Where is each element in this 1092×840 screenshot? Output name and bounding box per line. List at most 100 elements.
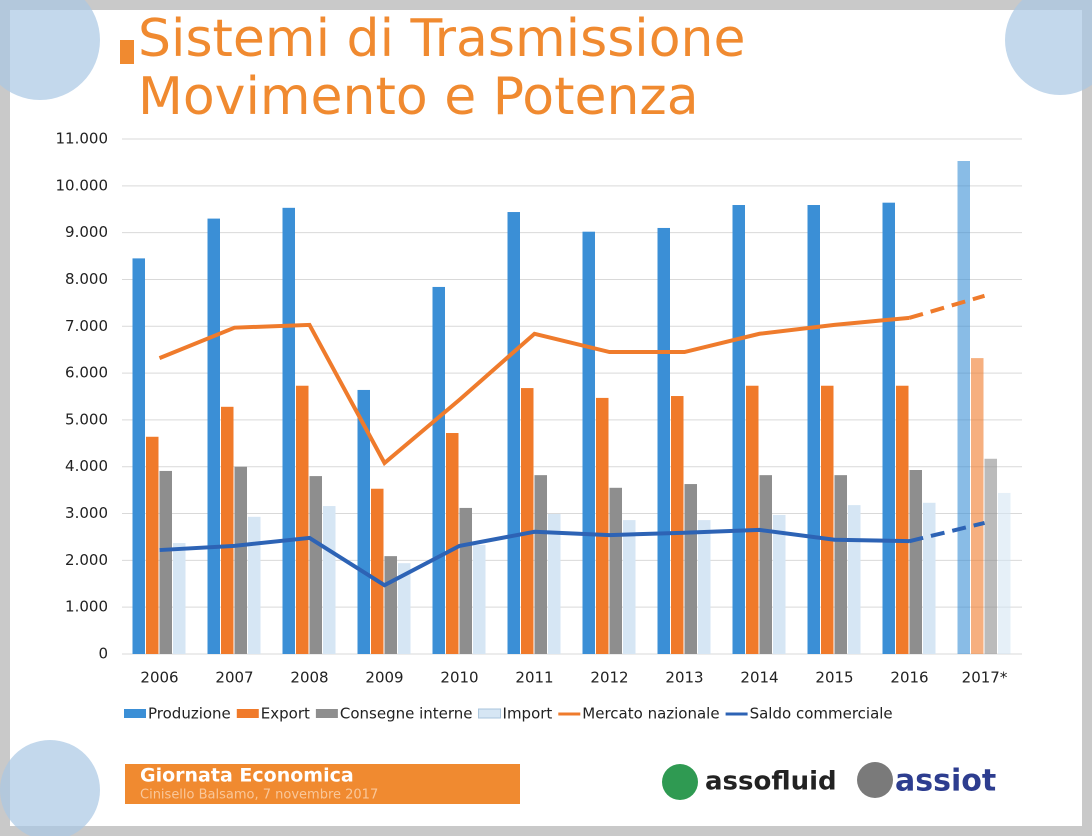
bar: [507, 212, 520, 654]
legend-swatch: [236, 709, 259, 718]
bar: [282, 207, 295, 654]
line-projection: [908, 293, 986, 320]
y-tick-label: 11.000: [56, 130, 109, 148]
x-tick-label: 2006: [140, 669, 178, 687]
x-tick-label: 2008: [290, 669, 328, 687]
bar: [923, 502, 936, 654]
bar: [848, 505, 861, 654]
corner-decoration: [1005, 0, 1092, 95]
legend-label: Saldo commerciale: [750, 705, 893, 723]
bar: [596, 397, 609, 654]
footer-title: Giornata Economica: [140, 765, 354, 787]
logo-icon: [662, 764, 698, 800]
bar: [146, 436, 159, 654]
y-tick-label: 8.000: [65, 270, 108, 288]
line: [158, 315, 910, 467]
bar: [657, 227, 670, 655]
bar: [998, 492, 1011, 654]
bar: [173, 543, 186, 654]
x-tick-label: 2017*: [962, 669, 1008, 687]
x-tick-label: 2011: [515, 669, 553, 687]
x-tick-label: 2010: [440, 669, 478, 687]
bar: [473, 544, 486, 654]
bar: [971, 358, 984, 654]
legend-label: Export: [261, 705, 310, 723]
x-tick-label: 2012: [590, 669, 628, 687]
y-tick-label: 9.000: [65, 223, 108, 241]
bar: [159, 470, 172, 654]
corner-decoration: [0, 740, 100, 840]
bar: [882, 202, 895, 654]
footer-bar: [125, 764, 520, 804]
x-tick-label: 2016: [890, 669, 928, 687]
bar: [221, 406, 234, 654]
bar: [896, 385, 909, 654]
bar: [909, 470, 922, 654]
x-tick-label: 2013: [665, 669, 703, 687]
x-tick-label: 2015: [815, 669, 853, 687]
bar: [834, 475, 847, 654]
logo-text: assofluid: [705, 767, 837, 797]
bar: [746, 385, 759, 654]
slide-title: Movimento e Potenza: [138, 67, 699, 127]
bar: [384, 556, 397, 654]
legend-swatch: [124, 709, 146, 718]
line-projection: [909, 520, 985, 544]
bar: [371, 488, 384, 654]
line: [159, 527, 910, 588]
logo-icon: [857, 762, 893, 798]
y-tick-label: 4.000: [65, 457, 108, 475]
y-tick-label: 3.000: [65, 504, 108, 522]
bar: [957, 161, 970, 654]
legend-label: Import: [503, 705, 553, 723]
bar: [671, 396, 684, 654]
y-tick-label: 5.000: [65, 410, 108, 428]
legend-label: Consegne interne: [340, 705, 473, 723]
bar: [309, 476, 322, 654]
bar: [582, 231, 595, 654]
bar: [323, 506, 336, 654]
bar: [521, 388, 534, 654]
title-icon: [120, 40, 134, 64]
legend-swatch: [478, 708, 502, 719]
y-tick-label: 6.000: [65, 364, 108, 382]
bar: [534, 475, 547, 654]
bar: [207, 218, 220, 654]
x-tick-label: 2014: [740, 669, 778, 687]
bar: [732, 205, 745, 654]
x-tick-label: 2009: [365, 669, 403, 687]
bar: [684, 484, 697, 654]
legend-label: Produzione: [148, 705, 231, 723]
bar: [984, 458, 997, 654]
bar: [248, 516, 261, 654]
logo-text: assiot: [895, 764, 996, 799]
slide-title: Sistemi di Trasmissione: [138, 9, 746, 69]
bar: [548, 514, 561, 654]
bar: [807, 205, 820, 654]
bar: [432, 286, 445, 654]
legend-swatch: [315, 709, 338, 718]
bar: [234, 466, 247, 654]
bar: [759, 475, 772, 654]
bar: [398, 563, 411, 654]
y-tick-label: 2.000: [65, 551, 108, 569]
bar: [609, 487, 622, 654]
y-tick-label: 10.000: [56, 176, 109, 194]
bar: [446, 433, 459, 654]
footer-subtitle: Cinisello Balsamo, 7 novembre 2017: [140, 788, 378, 803]
bar: [296, 385, 309, 654]
legend-label: Mercato nazionale: [582, 705, 719, 723]
bar: [773, 514, 786, 654]
chart: 0 1.000 2.000 3.000 4.000 5.000 6.000 7.000 8.00…: [56, 130, 1022, 723]
y-tick-label: 0: [98, 645, 108, 663]
bar: [698, 520, 711, 654]
y-tick-label: 7.000: [65, 317, 108, 335]
bar: [459, 507, 472, 654]
bar: [132, 258, 145, 654]
y-tick-label: 1.000: [65, 598, 108, 616]
bar: [623, 520, 636, 654]
bar: [821, 385, 834, 654]
corner-decoration: [0, 0, 100, 100]
x-tick-label: 2007: [215, 669, 253, 687]
